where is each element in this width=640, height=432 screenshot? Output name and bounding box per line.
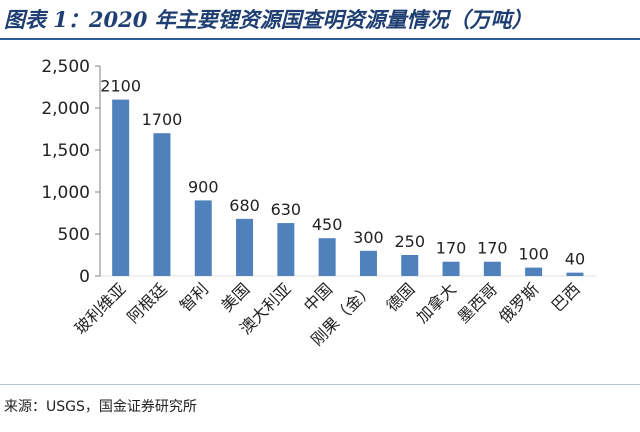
data-label: 40 <box>565 250 585 269</box>
bar <box>401 255 419 276</box>
bar <box>442 261 460 276</box>
y-tick-label: 0 <box>79 267 90 287</box>
y-axis: 0 500 1,000 1,500 2,000 2,500 <box>41 57 101 287</box>
x-tick-label: 加拿大 <box>412 279 459 326</box>
x-tick-label: 墨西哥 <box>454 279 501 326</box>
chart-title: 图表 1：2020 年主要锂资源国查明资源量情况（万吨） <box>0 0 640 40</box>
data-label: 100 <box>518 245 549 264</box>
y-tick-label: 500 <box>58 225 90 245</box>
y-tick-label: 2,000 <box>41 99 90 119</box>
bar <box>194 200 212 276</box>
x-tick-label: 德国 <box>383 279 419 315</box>
data-label: 170 <box>477 239 508 258</box>
bar <box>277 223 295 276</box>
source-divider <box>0 384 640 385</box>
y-tick-label: 1,000 <box>41 183 90 203</box>
bar <box>525 267 543 276</box>
data-label: 450 <box>312 215 343 234</box>
data-label: 300 <box>353 228 384 247</box>
data-label: 680 <box>229 196 260 215</box>
bar <box>318 238 336 276</box>
x-tick-label: 美国 <box>217 279 253 315</box>
x-tick-label: 中国 <box>300 279 336 315</box>
bar <box>566 272 584 276</box>
data-label: 1700 <box>142 110 183 129</box>
bar <box>112 99 130 276</box>
x-tick-label: 阿根廷 <box>123 279 170 326</box>
data-label: 900 <box>188 177 219 196</box>
bar <box>359 250 377 276</box>
bars <box>112 99 584 276</box>
y-tick-label: 1,500 <box>41 141 90 161</box>
y-tick-label: 2,500 <box>41 57 90 77</box>
source-note: 来源：USGS，国金证券研究所 <box>4 399 197 415</box>
x-tick-label: 玻利维亚 <box>71 279 130 338</box>
x-tick-label: 巴西 <box>548 279 584 315</box>
bar <box>483 261 501 276</box>
data-label: 630 <box>271 200 302 219</box>
x-tick-label: 俄罗斯 <box>495 279 542 326</box>
data-label: 170 <box>436 239 467 258</box>
bar <box>153 133 171 276</box>
data-label: 2100 <box>100 77 141 96</box>
bar <box>236 218 254 276</box>
data-label: 250 <box>394 232 425 251</box>
x-tick-label: 智利 <box>176 279 212 315</box>
